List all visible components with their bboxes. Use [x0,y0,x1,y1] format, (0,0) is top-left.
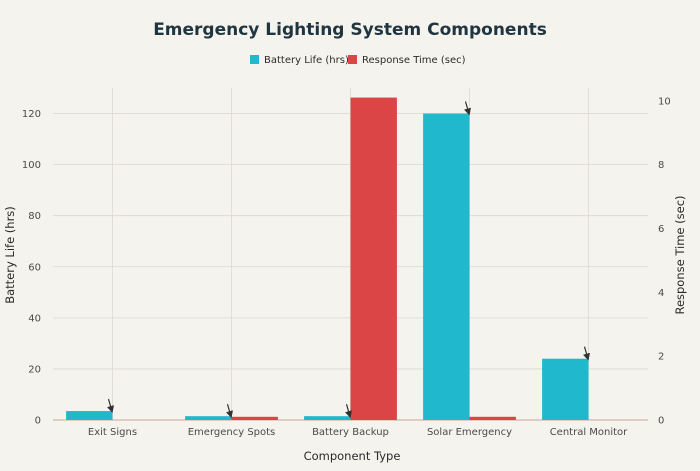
y-tick-left-100: 100 [22,160,41,171]
bar-battery-life-exit-signs [66,411,113,420]
annotations [107,101,590,419]
chart-title: Emergency Lighting System Components [153,20,547,40]
y-tick-right-0: 0 [658,416,664,427]
y-tick-left-120: 120 [22,109,41,120]
axis-ticks: 0 20 40 60 80 100 120 0 2 4 6 8 10 Exit Signs Emergenc… [22,96,671,438]
bar-battery-life-solar-emergency [423,113,470,421]
y-tick-left-60: 60 [28,262,41,273]
bar-response-time-solar-emergency [469,416,516,420]
y-axis-title-right: Response Time (sec) [673,195,687,314]
y-tick-right-4: 4 [658,288,664,299]
annotation-arrow-battery-backup [345,404,352,419]
y-tick-right-8: 8 [658,160,664,171]
annotation-arrow-emergency-spots [226,404,233,419]
x-tick-solar-emergency: Solar Emergency [427,427,512,438]
y-tick-left-20: 20 [28,364,41,375]
x-tick-exit-signs: Exit Signs [88,427,137,438]
y-tick-right-6: 6 [658,224,664,235]
y-tick-left-0: 0 [35,416,41,427]
bar-response-time-battery-backup [350,97,397,421]
y-tick-left-80: 80 [28,211,41,222]
bar-battery-life-battery-backup [304,416,351,420]
annotation-arrow-central-monitor [583,346,590,361]
legend-label-battery-life: Battery Life (hrs) [264,55,349,66]
x-tick-central-monitor: Central Monitor [550,427,628,438]
legend-label-response-time: Response Time (sec) [362,55,466,66]
x-tick-battery-backup: Battery Backup [312,427,389,438]
x-tick-emergency-spots: Emergency Spots [188,427,276,438]
bar-battery-life-emergency-spots [185,416,232,420]
bar-response-time-emergency-spots [231,416,278,420]
legend-swatch-response-time [348,55,357,64]
x-axis-title: Component Type [304,449,401,463]
y-tick-right-10: 10 [658,96,671,107]
legend: Battery Life (hrs) Response Time (sec) [250,55,466,66]
bar-battery-life-central-monitor [542,358,589,420]
bars [66,97,589,421]
legend-swatch-battery-life [250,55,259,64]
annotation-arrow-exit-signs [107,398,114,414]
annotation-arrow-solar-emergency [464,101,471,116]
y-tick-right-2: 2 [658,352,664,363]
y-axis-title-left: Battery Life (hrs) [3,206,17,304]
y-tick-left-40: 40 [28,313,41,324]
